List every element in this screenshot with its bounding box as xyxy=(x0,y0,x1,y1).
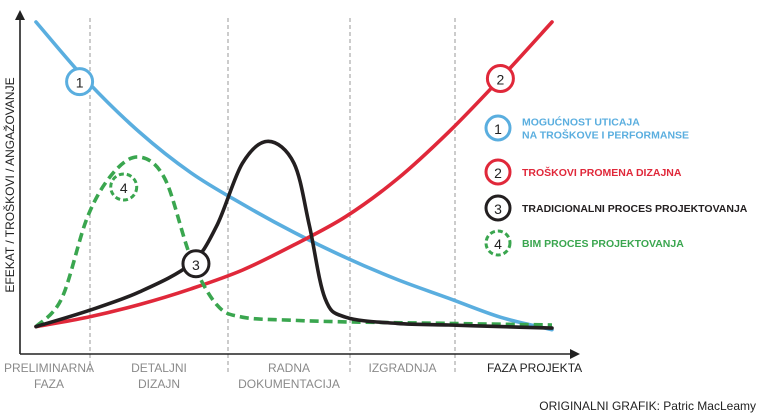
series-badges: 1 2 3 4 xyxy=(65,64,515,279)
series-badge-3: 3 xyxy=(181,249,211,279)
axes xyxy=(15,10,580,359)
series-line-1 xyxy=(34,20,554,332)
series-badge-1-number: 1 xyxy=(76,75,84,91)
series-badge-2-ring xyxy=(485,64,515,94)
series-layer xyxy=(34,20,554,332)
series-badge-2: 2 xyxy=(485,64,515,94)
phase-label-1-line-2: FAZA xyxy=(34,377,64,391)
legend-badge-3: 3 xyxy=(484,194,512,222)
series-line-3 xyxy=(34,139,554,330)
series-badge-3-number: 3 xyxy=(192,257,200,273)
series-badge-4: 4 xyxy=(109,172,139,202)
series-badge-4-ring xyxy=(109,172,139,202)
credit-text: ORIGINALNI GRAFIK: Patric MacLeamy xyxy=(539,399,756,413)
legend-badge-4: 4 xyxy=(484,229,512,257)
legend-badge-1: 1 xyxy=(484,114,512,142)
legend-badge-2-number: 2 xyxy=(494,165,502,181)
series-line-2 xyxy=(34,20,554,329)
legend-badge-2: 2 xyxy=(484,158,512,186)
legend-badge-3-number: 3 xyxy=(494,201,502,217)
legend-badge-1-ring xyxy=(484,114,512,142)
legend-label-1-line-2: NA TROŠKOVE I PERFORMANSE xyxy=(522,129,689,142)
legend-badge-4-number: 4 xyxy=(494,236,502,252)
phase-label-3-line-2: DOKUMENTACIJA xyxy=(238,377,340,391)
x-axis-title: FAZA PROJEKTA xyxy=(487,361,582,375)
phase-label-1-line-1: PRELIMINARNA xyxy=(4,361,94,375)
legend-badge-1-number: 1 xyxy=(494,121,502,137)
y-axis-title: EFEKAT / TROŠKOVI / ANGAŽOVANJE xyxy=(2,77,17,292)
phase-label-2-line-2: DIZAJN xyxy=(138,377,180,391)
series-badge-2-number: 2 xyxy=(497,72,505,88)
legend-label-1-line-1: MOGUĆNOST UTICAJA xyxy=(522,116,640,129)
legend-badge-4-ring xyxy=(484,229,512,257)
legend-badge-3-ring xyxy=(484,194,512,222)
phase-labels: PRELIMINARNA FAZA DETALJNI DIZAJN RADNA DOKUM… xyxy=(4,361,437,391)
legend-label-3-line-1: TRADICIONALNI PROCES PROJEKTOVANJA xyxy=(522,203,748,215)
legend-label-2-line-1: TROŠKOVI PROMENA DIZAJNA xyxy=(522,166,682,179)
phase-label-2-line-1: DETALJNI xyxy=(131,361,187,375)
series-badge-3-ring xyxy=(181,249,211,279)
series-badge-1-ring xyxy=(65,67,95,97)
series-badge-1: 1 xyxy=(65,67,95,97)
legend-badge-2-ring xyxy=(484,158,512,186)
legend-label-4-line-1: BIM PROCES PROJEKTOVANJA xyxy=(522,238,684,250)
phase-label-3-line-1: RADNA xyxy=(268,361,310,375)
phase-label-4-line-1: IZGRADNJA xyxy=(368,361,436,375)
series-badge-4-number: 4 xyxy=(120,180,128,196)
